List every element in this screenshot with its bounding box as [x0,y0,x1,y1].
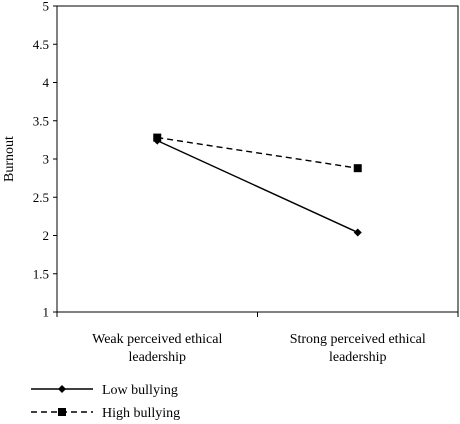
x-category-label-line: Weak perceived ethical [92,332,222,347]
y-tick-label: 3 [43,152,50,167]
series-high-bullying [153,133,362,173]
series-layer [153,133,362,237]
series-line [156,140,359,234]
x-category-label-line: Strong perceived ethical [290,332,426,347]
y-tick-label: 5 [43,0,50,14]
x-category-label: Strong perceived ethical leadership [290,332,426,365]
y-tick-label: 4.5 [33,37,49,52]
legend-label: Low bullying [102,383,178,398]
legend-item: Low bullying [31,383,178,398]
y-tick-label: 1.5 [33,266,49,281]
y-tick-label: 2 [43,228,50,243]
y-axis-ticks: 1 1.5 2 2.5 3 3.5 4 4.5 5 [33,0,57,320]
x-category-label-line: leadership [329,350,387,365]
legend-marker [58,385,66,393]
legend: Low bullying High bullying [31,383,180,421]
legend-marker [58,408,66,416]
y-tick-label: 4 [43,75,50,90]
series-low-bullying [153,136,362,237]
legend-item: High bullying [31,406,180,421]
x-category-label: Weak perceived ethical leadership [92,332,222,365]
data-point [153,133,162,142]
data-point [353,228,362,237]
data-point [353,164,362,173]
y-axis-title: Burnout [2,136,17,182]
series-line [157,136,358,169]
legend-label: High bullying [102,406,180,421]
plot-area [56,5,459,313]
y-tick-label: 1 [43,305,50,320]
x-category-label-line: leadership [128,350,186,365]
y-tick-label: 3.5 [33,113,49,128]
y-tick-label: 2.5 [33,190,49,205]
